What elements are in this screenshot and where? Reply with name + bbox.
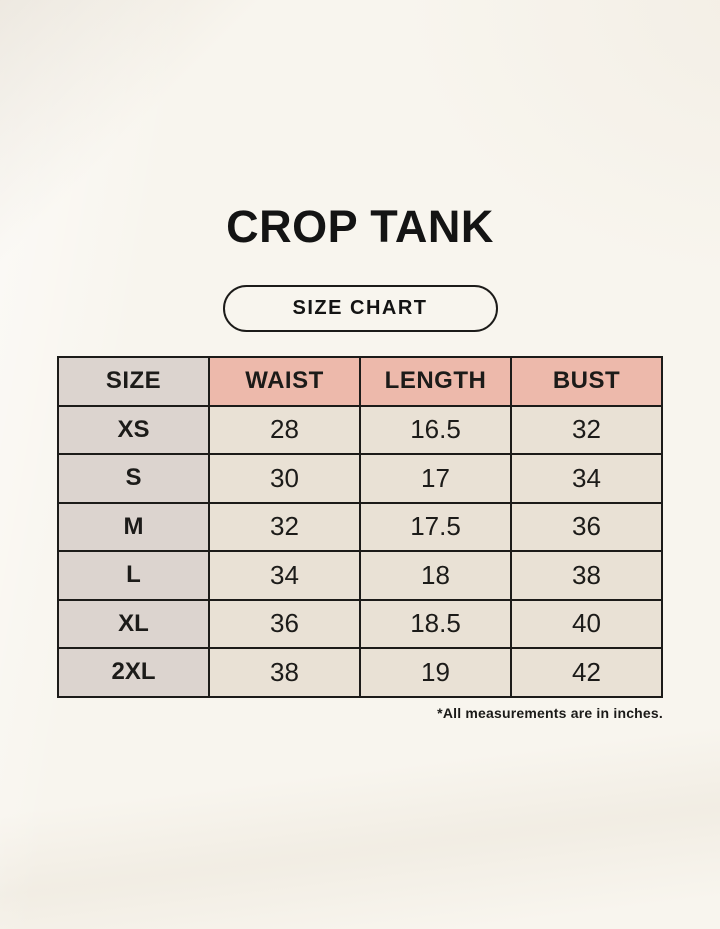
cell-bust: 32 [510, 404, 663, 455]
cell-bust: 36 [510, 501, 663, 552]
cell-size: L [57, 550, 210, 601]
cell-waist: 28 [208, 404, 361, 455]
size-chart-badge[interactable]: SIZE CHART [222, 285, 498, 332]
cell-waist: 32 [208, 501, 361, 552]
product-title: CROP TANK [226, 201, 494, 252]
cell-length: 18 [359, 550, 512, 601]
column-header-waist: WAIST [208, 356, 361, 407]
column-header-bust: BUST [510, 356, 663, 407]
cell-bust: 34 [510, 453, 663, 504]
cell-length: 17.5 [359, 501, 512, 552]
table-row-xs: XS 28 16.5 32 [57, 404, 663, 455]
table-row-2xl: 2XL 38 19 42 [57, 647, 663, 698]
cell-waist: 36 [208, 598, 361, 649]
cell-size: M [57, 501, 210, 552]
cell-waist: 38 [208, 647, 361, 698]
cell-bust: 38 [510, 550, 663, 601]
measurements-footnote: *All measurements are in inches. [437, 704, 663, 721]
table-row-s: S 30 17 34 [57, 453, 663, 504]
table-row-l: L 34 18 38 [57, 550, 663, 601]
cell-waist: 30 [208, 453, 361, 504]
size-chart-badge-label: SIZE CHART [292, 297, 428, 319]
cell-length: 16.5 [359, 404, 512, 455]
size-table: SIZE WAIST LENGTH BUST XS 28 16.5 32 S [57, 356, 663, 698]
cell-length: 19 [359, 647, 512, 698]
cell-waist: 34 [208, 550, 361, 601]
cell-size: 2XL [57, 647, 210, 698]
size-table-wrapper: SIZE WAIST LENGTH BUST XS 28 16.5 32 S [57, 356, 663, 698]
cell-bust: 40 [510, 598, 663, 649]
column-header-size: SIZE [57, 356, 210, 407]
cell-length: 17 [359, 453, 512, 504]
size-table-body: XS 28 16.5 32 S 30 17 34 M 32 17.5 [57, 404, 663, 698]
table-row-xl: XL 36 18.5 40 [57, 598, 663, 649]
size-table-header: SIZE WAIST LENGTH BUST [57, 356, 663, 407]
cell-bust: 42 [510, 647, 663, 698]
header-row: SIZE WAIST LENGTH BUST [57, 356, 663, 407]
cell-size: S [57, 453, 210, 504]
cell-length: 18.5 [359, 598, 512, 649]
cell-size: XL [57, 598, 210, 649]
table-row-m: M 32 17.5 36 [57, 501, 663, 552]
column-header-length: LENGTH [359, 356, 512, 407]
cell-size: XS [57, 404, 210, 455]
